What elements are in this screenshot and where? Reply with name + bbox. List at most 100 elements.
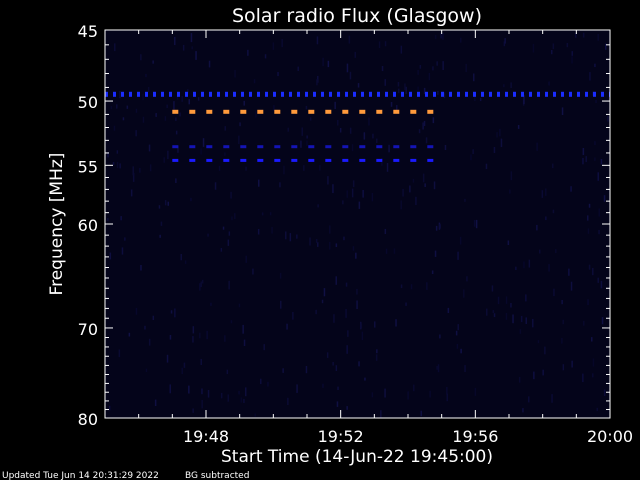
noise-pixel <box>110 106 113 110</box>
noise-pixel <box>432 66 434 71</box>
band-segment <box>337 91 340 97</box>
noise-pixel <box>443 92 446 99</box>
noise-pixel <box>175 178 177 183</box>
band-segment <box>308 145 315 149</box>
noise-pixel <box>253 79 256 84</box>
noise-pixel <box>444 145 447 150</box>
noise-pixel <box>393 248 396 254</box>
band-segment <box>417 91 420 97</box>
y-axis-label: Frequency [MHz] <box>47 153 67 296</box>
noise-pixel <box>598 229 600 235</box>
noise-pixel <box>227 394 229 402</box>
noise-pixel <box>148 338 151 346</box>
noise-pixel <box>175 117 177 121</box>
noise-pixel <box>533 371 535 380</box>
band-segment <box>505 91 508 97</box>
noise-pixel <box>128 332 131 337</box>
noise-pixel <box>388 144 390 153</box>
noise-pixel <box>179 112 181 117</box>
noise-pixel <box>571 360 573 368</box>
noise-pixel <box>177 145 179 153</box>
band-segment <box>189 145 196 149</box>
band-segment <box>561 91 564 97</box>
noise-pixel <box>347 330 349 337</box>
noise-pixel <box>592 267 594 276</box>
noise-pixel <box>107 218 109 222</box>
noise-pixel <box>342 200 344 205</box>
noise-pixel <box>190 33 193 43</box>
noise-pixel <box>245 387 247 397</box>
band-segment <box>161 91 164 97</box>
noise-pixel <box>166 354 169 363</box>
noise-pixel <box>539 249 541 254</box>
noise-pixel <box>180 254 182 261</box>
noise-pixel <box>220 392 223 399</box>
noise-pixel <box>258 179 260 187</box>
band-segment <box>206 158 213 162</box>
noise-pixel <box>493 147 496 153</box>
band-segment <box>342 145 349 149</box>
noise-pixel <box>145 73 147 78</box>
band-segment <box>577 91 580 97</box>
noise-pixel <box>175 130 178 135</box>
noise-pixel <box>485 163 488 170</box>
noise-pixel <box>505 313 508 320</box>
noise-pixel <box>356 288 358 295</box>
band-segment <box>257 109 264 114</box>
plot-area <box>105 30 610 418</box>
noise-pixel <box>594 141 596 145</box>
noise-pixel <box>164 200 167 206</box>
noise-pixel <box>588 264 591 270</box>
band-segment <box>569 91 572 97</box>
noise-pixel <box>192 408 194 413</box>
noise-pixel <box>597 34 599 41</box>
noise-pixel <box>119 163 121 169</box>
noise-pixel <box>257 229 260 235</box>
noise-pixel <box>247 49 249 56</box>
noise-pixel <box>380 410 382 419</box>
noise-pixel <box>305 105 308 110</box>
band-segment <box>308 109 315 114</box>
noise-pixel <box>322 57 324 67</box>
noise-pixel <box>184 260 187 264</box>
noise-pixel <box>201 388 203 395</box>
noise-pixel <box>300 140 302 148</box>
noise-pixel <box>214 182 217 190</box>
noise-pixel <box>327 60 330 68</box>
noise-pixel <box>170 310 173 314</box>
noise-pixel <box>296 384 298 393</box>
x-axis-label: Start Time (14-Jun-22 19:45:00) <box>221 447 493 467</box>
band-segment <box>361 91 364 97</box>
noise-pixel <box>207 233 209 237</box>
noise-pixel <box>357 83 360 88</box>
noise-pixel <box>503 84 505 88</box>
noise-pixel <box>301 127 303 136</box>
band-segment <box>345 91 348 97</box>
noise-pixel <box>510 303 512 308</box>
noise-pixel <box>360 323 363 329</box>
noise-pixel <box>176 94 179 100</box>
noise-pixel <box>431 270 434 274</box>
band-segment <box>105 91 108 97</box>
noise-pixel <box>436 365 438 370</box>
noise-pixel <box>496 132 498 138</box>
noise-pixel <box>432 117 435 124</box>
band-segment <box>209 91 212 97</box>
noise-pixel <box>585 156 587 163</box>
noise-pixel <box>473 73 475 82</box>
noise-pixel <box>116 161 119 168</box>
band-segment <box>291 109 298 114</box>
noise-pixel <box>202 138 205 147</box>
noise-pixel <box>415 196 417 205</box>
noise-pixel <box>155 113 157 117</box>
noise-pixel <box>240 397 243 403</box>
noise-pixel <box>374 321 376 328</box>
band-segment <box>376 109 383 114</box>
noise-pixel <box>296 234 298 239</box>
noise-pixel <box>396 105 398 114</box>
noise-pixel <box>336 401 339 407</box>
noise-pixel <box>417 70 419 75</box>
noise-pixel <box>140 54 142 61</box>
noise-pixel <box>355 252 357 259</box>
noise-pixel <box>402 188 404 197</box>
